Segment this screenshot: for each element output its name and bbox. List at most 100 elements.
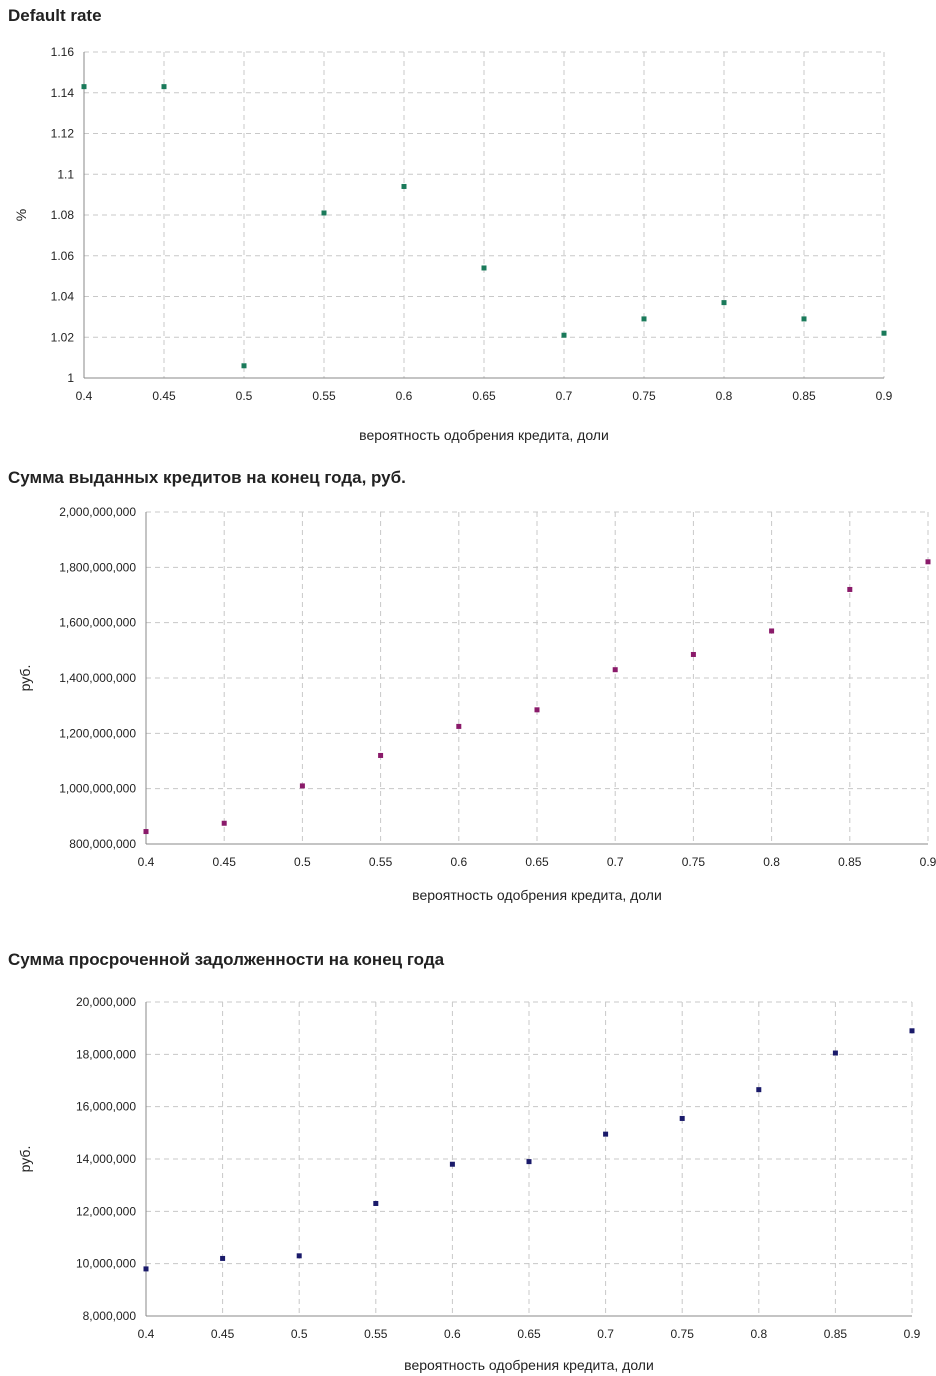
chart-title: Сумма просроченной задолженности на коне… (8, 950, 445, 969)
data-point (612, 667, 618, 673)
x-tick-label: 0.85 (792, 389, 816, 403)
y-tick-label: 1.06 (51, 249, 75, 263)
y-axis-label: руб. (17, 1146, 33, 1173)
data-point (847, 586, 853, 592)
x-tick-label: 0.5 (291, 1327, 308, 1341)
x-tick-label: 0.9 (904, 1327, 921, 1341)
x-tick-label: 0.85 (824, 1327, 848, 1341)
x-tick-label: 0.65 (517, 1327, 541, 1341)
data-point (401, 183, 407, 189)
data-point (143, 1266, 149, 1272)
x-tick-label: 0.7 (597, 1327, 614, 1341)
data-point (526, 1159, 532, 1165)
y-tick-label: 8,000,000 (83, 1309, 137, 1323)
x-tick-label: 0.65 (525, 855, 549, 869)
data-point (449, 1161, 455, 1167)
x-tick-label: 0.8 (716, 389, 733, 403)
data-point (641, 316, 647, 322)
x-tick-label: 0.75 (682, 855, 706, 869)
x-tick-label: 0.45 (152, 389, 176, 403)
x-tick-label: 0.6 (444, 1327, 461, 1341)
scatter-plot-default-rate: 0.4 0.45 0.5 0.55 0.6 0.65 0.7 0.75 0.8 0.85 0.9 1 1… (13, 45, 893, 443)
x-tick-label: 0.75 (632, 389, 656, 403)
x-tick-label: 0.7 (607, 855, 624, 869)
x-tick-label: 0.45 (213, 855, 237, 869)
data-point (909, 1028, 915, 1034)
x-tick-label: 0.8 (763, 855, 780, 869)
y-tick-label: 1.16 (51, 45, 75, 59)
data-point (220, 1255, 226, 1261)
data-point (378, 752, 384, 758)
y-tick-label: 1,400,000,000 (59, 671, 136, 685)
x-tick-label: 0.4 (138, 1327, 155, 1341)
chart-overdue-debt: Сумма просроченной задолженности на коне… (0, 940, 936, 1376)
data-point (481, 265, 487, 271)
data-point (925, 559, 931, 565)
y-tick-label: 1,800,000,000 (59, 560, 136, 574)
y-tick-label: 1,200,000,000 (59, 726, 136, 740)
y-tick-label: 1.1 (57, 167, 74, 181)
x-axis-label: вероятность одобрения кредита, доли (359, 427, 609, 443)
data-point (832, 1050, 838, 1056)
y-tick-label: 1.08 (51, 208, 75, 222)
x-tick-label: 0.6 (396, 389, 413, 403)
chart-loans-issued: Сумма выданных кредитов на конец года, р… (0, 460, 936, 910)
y-tick-label: 1,000,000,000 (59, 782, 136, 796)
data-point (721, 300, 727, 306)
x-tick-label: 0.55 (369, 855, 393, 869)
x-tick-label: 0.55 (364, 1327, 388, 1341)
data-point (321, 210, 327, 216)
x-tick-label: 0.4 (76, 389, 93, 403)
x-tick-label: 0.5 (236, 389, 253, 403)
y-tick-label: 1.04 (51, 290, 75, 304)
x-axis-label: вероятность одобрения кредита, доли (404, 1357, 654, 1373)
data-point (801, 316, 807, 322)
y-axis-label: руб. (17, 665, 33, 692)
x-tick-label: 0.65 (472, 389, 496, 403)
x-tick-label: 0.45 (211, 1327, 235, 1341)
y-tick-label: 18,000,000 (76, 1047, 136, 1061)
scatter-plot-overdue-debt: 0.4 0.45 0.5 0.55 0.6 0.65 0.7 0.75 0.8 0.85 0.9 8,… (17, 995, 921, 1373)
data-point (881, 330, 887, 336)
data-point (143, 829, 149, 835)
y-tick-label: 800,000,000 (69, 837, 136, 851)
y-tick-label: 1,600,000,000 (59, 616, 136, 630)
y-tick-label: 1.14 (51, 86, 75, 100)
data-point (456, 723, 462, 729)
chart-title: Сумма выданных кредитов на конец года, р… (8, 468, 406, 487)
x-tick-label: 0.85 (838, 855, 862, 869)
data-point (769, 628, 775, 634)
y-tick-label: 20,000,000 (76, 995, 136, 1009)
y-tick-label: 1.02 (51, 330, 75, 344)
y-tick-label: 1 (67, 371, 74, 385)
data-point (241, 363, 247, 369)
x-tick-label: 0.7 (556, 389, 573, 403)
data-point (296, 1253, 302, 1259)
data-point (161, 84, 167, 90)
y-tick-label: 16,000,000 (76, 1100, 136, 1114)
data-point (603, 1131, 609, 1137)
data-point (561, 332, 567, 338)
x-tick-label: 0.55 (312, 389, 336, 403)
y-axis-label: % (13, 209, 29, 221)
data-point (299, 783, 305, 789)
x-tick-label: 0.9 (920, 855, 936, 869)
x-tick-label: 0.6 (450, 855, 467, 869)
data-point (373, 1200, 379, 1206)
data-point (756, 1087, 762, 1093)
x-tick-label: 0.8 (750, 1327, 767, 1341)
x-tick-label: 0.5 (294, 855, 311, 869)
x-tick-label: 0.4 (138, 855, 155, 869)
y-tick-label: 1.12 (51, 127, 75, 141)
chart-default-rate: Default rate (0, 0, 936, 450)
scatter-plot-loans-issued: 0.4 0.45 0.5 0.55 0.6 0.65 0.7 0.75 0.8 0.85 0.9 80… (17, 505, 936, 903)
data-point (81, 84, 87, 90)
data-point (679, 1115, 685, 1121)
x-tick-label: 0.75 (671, 1327, 695, 1341)
y-tick-label: 12,000,000 (76, 1204, 136, 1218)
y-tick-label: 2,000,000,000 (59, 505, 136, 519)
data-point (221, 820, 227, 826)
data-point (534, 707, 540, 713)
y-tick-label: 14,000,000 (76, 1152, 136, 1166)
y-tick-label: 10,000,000 (76, 1257, 136, 1271)
